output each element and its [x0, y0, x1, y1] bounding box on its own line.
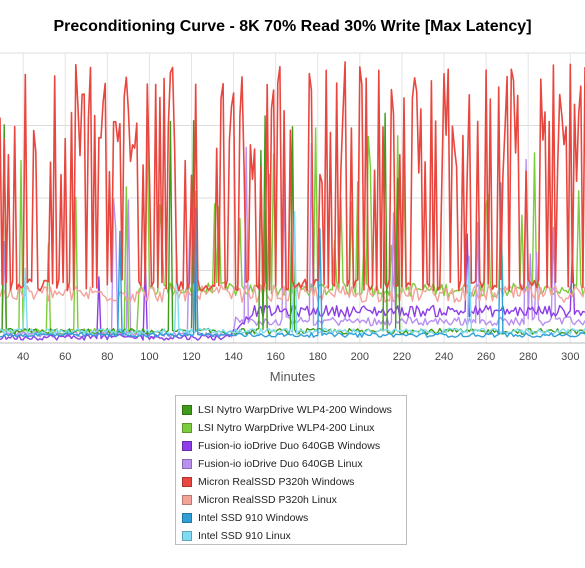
x-tick-140: 140: [224, 351, 242, 363]
x-tick-labels: 40 60 80 100 120 140 160 180 200 220 240 260 280 300: [17, 351, 579, 363]
legend-item-fio_win: Fusion-io ioDrive Duo 640GB Windows: [182, 437, 406, 455]
x-axis-label: Minutes: [269, 369, 316, 384]
legend-item-int_win: Intel SSD 910 Windows: [182, 509, 406, 527]
x-tick-220: 220: [393, 351, 411, 363]
legend-label: Micron RealSSD P320h Windows: [198, 476, 355, 488]
legend-item-mic_lin: Micron RealSSD P320h Linux: [182, 491, 406, 509]
series-layer: [0, 61, 585, 341]
chart-title: Preconditioning Curve - 8K 70% Read 30% …: [53, 18, 532, 35]
x-tick-280: 280: [519, 351, 537, 363]
legend-item-lsi_lin: LSI Nytro WarpDrive WLP4-200 Linux: [182, 419, 406, 437]
legend-label: Fusion-io ioDrive Duo 640GB Linux: [198, 458, 363, 470]
legend-swatch: [182, 405, 192, 415]
legend-item-lsi_win: LSI Nytro WarpDrive WLP4-200 Windows: [182, 401, 406, 419]
legend-label: LSI Nytro WarpDrive WLP4-200 Linux: [198, 422, 375, 434]
legend-item-int_lin: Intel SSD 910 Linux: [182, 527, 406, 545]
legend-label: LSI Nytro WarpDrive WLP4-200 Windows: [198, 404, 392, 416]
legend-swatch: [182, 495, 192, 505]
legend-label: Intel SSD 910 Linux: [198, 530, 291, 542]
legend-label: Intel SSD 910 Windows: [198, 512, 309, 524]
legend-swatch: [182, 531, 192, 541]
x-tick-100: 100: [140, 351, 158, 363]
legend-label: Fusion-io ioDrive Duo 640GB Windows: [198, 440, 381, 452]
legend-swatch: [182, 513, 192, 523]
legend-item-mic_win: Micron RealSSD P320h Windows: [182, 473, 406, 491]
x-tick-240: 240: [435, 351, 453, 363]
x-tick-40: 40: [17, 351, 29, 363]
series-line-int_lin: [0, 211, 585, 335]
x-tick-300: 300: [561, 351, 579, 363]
x-tick-120: 120: [182, 351, 200, 363]
legend-swatch: [182, 459, 192, 469]
legend-swatch: [182, 477, 192, 487]
legend-item-fio_lin: Fusion-io ioDrive Duo 640GB Linux: [182, 455, 406, 473]
series-line-mic_lin: [0, 284, 585, 303]
x-tick-80: 80: [101, 351, 113, 363]
x-tick-160: 160: [266, 351, 284, 363]
legend-swatch: [182, 441, 192, 451]
x-tick-260: 260: [477, 351, 495, 363]
x-tick-180: 180: [309, 351, 327, 363]
x-tick-60: 60: [59, 351, 71, 363]
legend: LSI Nytro WarpDrive WLP4-200 Windows LSI …: [175, 395, 407, 545]
legend-label: Micron RealSSD P320h Linux: [198, 494, 337, 506]
series-line-mic_win: [0, 61, 585, 292]
x-tick-200: 200: [351, 351, 369, 363]
series-line-int_win: [0, 182, 585, 338]
legend-swatch: [182, 423, 192, 433]
